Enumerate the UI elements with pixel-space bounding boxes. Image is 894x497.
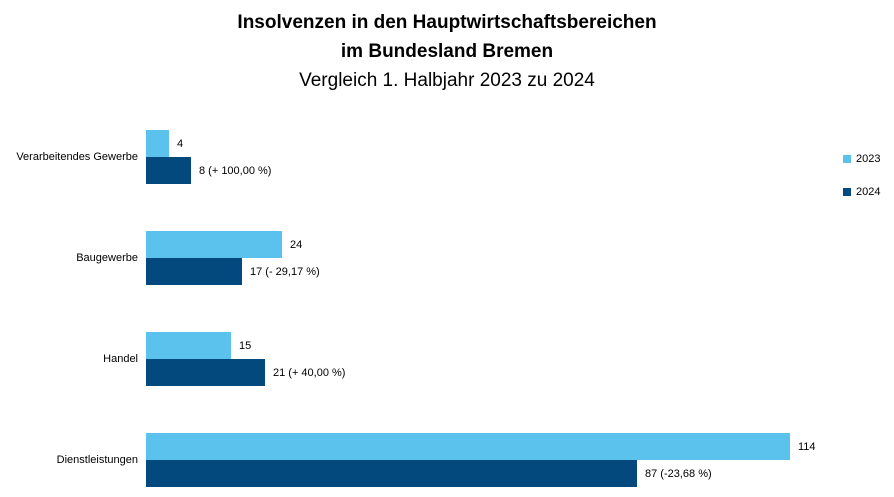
legend-swatch-2023: [843, 155, 851, 163]
value-label-2024-handel: 21 (+ 40,00 %): [273, 367, 346, 379]
bar-2024-verarbeitendes-gewerbe: [146, 157, 191, 184]
bar-2024-baugewerbe: [146, 258, 242, 285]
value-label-2023-handel: 15: [239, 340, 252, 352]
legend-label-2024: 2024: [856, 186, 881, 198]
category-label-handel: Handel: [103, 353, 138, 365]
value-label-2024-baugewerbe: 17 (- 29,17 %): [250, 266, 320, 278]
bar-2023-handel: [146, 332, 231, 359]
legend-swatch-2024: [843, 188, 851, 196]
value-label-2023-baugewerbe: 24: [290, 239, 303, 251]
legend-label-2023: 2023: [856, 153, 881, 165]
value-label-2023-dienstleistungen: 114: [798, 441, 816, 453]
bar-2023-baugewerbe: [146, 231, 282, 258]
value-label-2023-verarbeitendes-gewerbe: 4: [177, 138, 184, 150]
legend-item-2023: 2023: [843, 151, 880, 167]
chart-title-line1: Insolvenzen in den Hauptwirtschaftsberei…: [237, 12, 657, 33]
chart-subtitle: Vergleich 1. Halbjahr 2023 zu 2024: [299, 70, 595, 91]
category-label-baugewerbe: Baugewerbe: [76, 252, 138, 264]
chart-title-block: Insolvenzen in den Hauptwirtschaftsberei…: [0, 8, 894, 95]
category-label-verarbeitendes-gewerbe: Verarbeitendes Gewerbe: [16, 151, 138, 163]
bar-2024-dienstleistungen: [146, 460, 637, 487]
bar-2023-dienstleistungen: [146, 433, 790, 460]
bar-2023-verarbeitendes-gewerbe: [146, 130, 169, 157]
value-label-2024-verarbeitendes-gewerbe: 8 (+ 100,00 %): [199, 165, 272, 177]
category-label-dienstleistungen: Dienstleistungen: [56, 454, 138, 466]
bar-2024-handel: [146, 359, 265, 386]
chart-title-line2: im Bundesland Bremen: [340, 41, 554, 62]
value-label-2024-dienstleistungen: 87 (-23,68 %): [645, 468, 712, 480]
legend-item-2024: 2024: [843, 184, 880, 200]
